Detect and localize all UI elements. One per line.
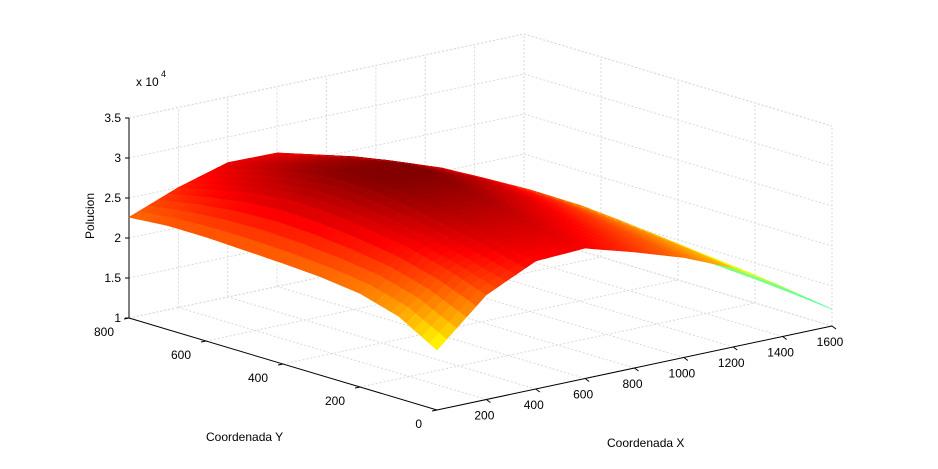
x-tick-label: 1600	[817, 335, 844, 349]
x-tick-mark	[486, 399, 491, 403]
x-tick-mark	[732, 346, 738, 351]
y-tick-mark	[354, 386, 361, 389]
z-tick-label: 1	[114, 311, 121, 325]
box-top-back	[128, 33, 525, 119]
x-tick-mark	[683, 357, 689, 361]
side-wall-grid-z	[523, 153, 833, 247]
z-exponent-power: 4	[161, 69, 166, 79]
floor-grid-x	[178, 307, 487, 400]
y-tick-label: 600	[171, 348, 191, 362]
x-tick-label: 1000	[669, 367, 696, 381]
box-top-side	[523, 33, 833, 127]
z-exponent-label: x 10	[136, 75, 159, 89]
z-tick-label: 2	[114, 231, 121, 245]
x-tick-label: 600	[573, 388, 593, 402]
z-axis-label: Polucion	[83, 193, 97, 239]
y-axis-label: Coordenada Y	[206, 430, 283, 444]
y-tick-mark	[277, 363, 284, 366]
x-tick-mark	[782, 336, 787, 340]
x-tick-label: 1200	[718, 356, 745, 370]
x-tick-label: 200	[474, 409, 494, 423]
y-tick-label: 0	[415, 417, 422, 431]
y-tick-mark	[431, 409, 438, 412]
x-tick-mark	[535, 388, 541, 393]
floor-grid-y	[282, 279, 679, 365]
surface	[128, 152, 833, 351]
z-tick-label: 3.5	[104, 111, 121, 125]
x-tick-mark	[584, 378, 590, 382]
tick-labels: 200 400 600 800 1000 1200 1400 1600 0 200 400 600 80…	[94, 111, 844, 431]
x-tick-label: 1400	[767, 346, 794, 360]
y-tick-label: 200	[325, 394, 345, 408]
side-wall-grid-z	[523, 73, 833, 167]
z-tick-label: 1.5	[104, 271, 121, 285]
side-wall-grid-z	[523, 113, 833, 207]
surface-patch	[814, 301, 833, 310]
x-tick-label: 800	[622, 377, 642, 391]
floor-grid-y	[359, 302, 756, 388]
x-tick-mark	[634, 367, 639, 372]
y-tick-label: 400	[248, 371, 268, 385]
floor-grid-x	[425, 254, 734, 348]
y-tick-mark	[200, 340, 207, 343]
x-axis-label: Coordenada X	[607, 436, 684, 450]
z-tick-label: 2.5	[104, 191, 121, 205]
back-wall-grid-z	[128, 73, 525, 159]
y-tick-label: 800	[94, 325, 114, 339]
x-tick-mark	[831, 325, 837, 330]
x-tick-label: 400	[524, 398, 544, 412]
z-tick-label: 3	[114, 151, 121, 165]
